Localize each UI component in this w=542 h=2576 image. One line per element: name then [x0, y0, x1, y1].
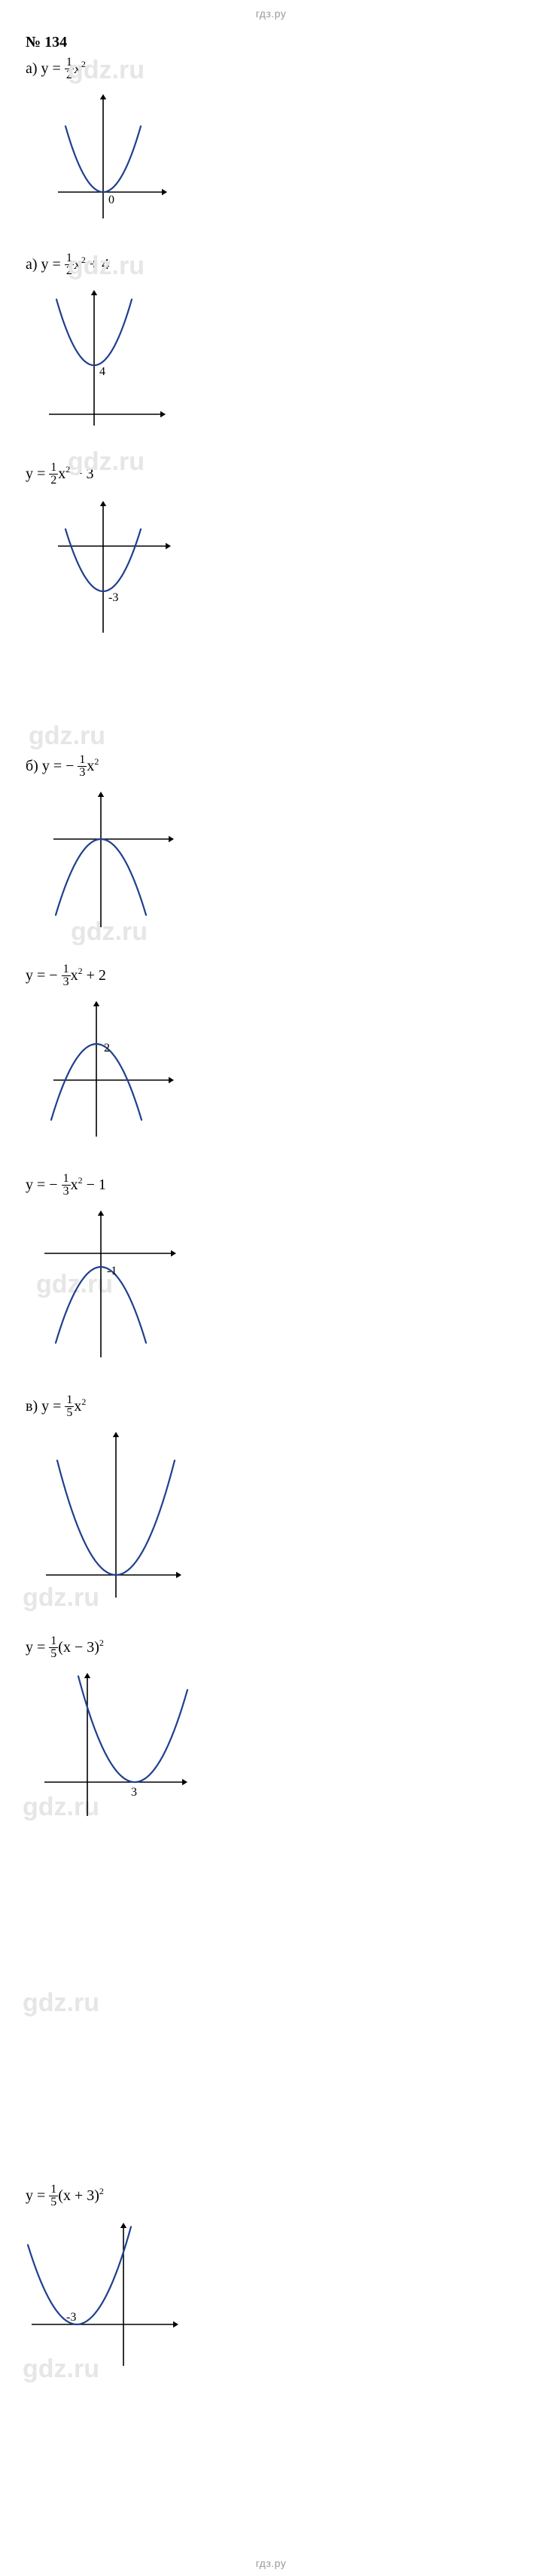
- formula-suffix: + 2: [83, 967, 106, 984]
- page-root: гдз.ру гдз.ру № 134 gdz.ru gdz.ru gdz.ru gd…: [0, 0, 542, 2576]
- x-axis-arrow-icon: [162, 189, 167, 195]
- fraction-denominator: 2: [49, 475, 58, 487]
- fraction: 13: [62, 963, 71, 988]
- formula-variable: x: [74, 1398, 81, 1415]
- graph-v1: [35, 1428, 185, 1601]
- formula-prefix: б) y = −: [26, 758, 78, 774]
- axis-label: 4: [99, 365, 105, 378]
- y-axis-arrow-icon: [120, 2223, 126, 2228]
- fraction: 12: [49, 462, 58, 487]
- watermark: gdz.ru: [68, 56, 145, 85]
- brand-top: гдз.ру: [0, 8, 542, 20]
- graph-a2: 4: [38, 286, 173, 429]
- fraction-denominator: 5: [65, 1407, 74, 1419]
- axis-label: 0: [108, 194, 114, 206]
- fraction-numerator: 1: [78, 754, 87, 767]
- watermark: gdz.ru: [68, 252, 145, 281]
- fraction: 15: [49, 1635, 58, 1660]
- brand-bottom: гдз.ру: [0, 2557, 542, 2569]
- formula-prefix: y = −: [26, 967, 62, 984]
- formula-b1: б) y = − 13x2: [26, 755, 99, 780]
- formula-exponent: 2: [94, 756, 99, 767]
- formula-prefix: y = −: [26, 1177, 62, 1193]
- y-axis-arrow-icon: [113, 1432, 119, 1437]
- y-axis-arrow-icon: [100, 94, 106, 99]
- x-axis-arrow-icon: [169, 1077, 174, 1083]
- x-axis-arrow-icon: [173, 2321, 178, 2327]
- x-axis-arrow-icon: [171, 1250, 176, 1256]
- fraction: 15: [65, 1394, 74, 1419]
- y-axis-arrow-icon: [93, 1001, 99, 1006]
- y-axis-arrow-icon: [84, 1673, 90, 1678]
- formula-exponent: 2: [81, 1396, 86, 1407]
- fraction-numerator: 1: [65, 1394, 74, 1407]
- formula-exponent: 2: [78, 1175, 83, 1186]
- fraction-denominator: 5: [49, 2196, 58, 2208]
- axis-label: 3: [131, 1786, 137, 1799]
- fraction-denominator: 3: [62, 976, 71, 988]
- formula-prefix: y =: [26, 2187, 49, 2204]
- watermark: gdz.ru: [29, 722, 105, 751]
- y-axis-arrow-icon: [100, 501, 106, 506]
- x-axis-arrow-icon: [166, 543, 171, 549]
- fraction-denominator: 3: [78, 767, 87, 779]
- graph-v2: 3: [33, 1669, 191, 1820]
- formula-exponent: 2: [99, 1637, 104, 1648]
- x-axis-arrow-icon: [169, 836, 174, 842]
- graph-a1: 0: [47, 90, 171, 222]
- formula-b3: y = − 13x2 − 1: [26, 1174, 106, 1198]
- formula-prefix: а) y =: [26, 256, 65, 273]
- graph-v3: -3: [24, 2219, 182, 2370]
- watermark: gdz.ru: [68, 447, 145, 477]
- problem-number-title: № 134: [26, 34, 67, 51]
- fraction-numerator: 1: [62, 963, 71, 976]
- axis-label: -3: [108, 591, 118, 604]
- formula-v2: y = 15(x − 3)2: [26, 1636, 104, 1661]
- graph-b2: 2: [42, 997, 178, 1140]
- formula-variable: x: [87, 758, 94, 774]
- fraction-numerator: 1: [49, 2184, 58, 2196]
- graph-b3: -1: [33, 1207, 180, 1361]
- formula-prefix: в) y =: [26, 1398, 65, 1415]
- fraction-numerator: 1: [49, 1635, 58, 1648]
- y-axis-arrow-icon: [98, 792, 104, 797]
- formula-v1: в) y = 15x2: [26, 1395, 86, 1420]
- x-axis-arrow-icon: [176, 1572, 181, 1578]
- formula-prefix: а) y =: [26, 60, 65, 77]
- y-axis-arrow-icon: [91, 290, 97, 295]
- x-axis-arrow-icon: [160, 411, 166, 417]
- formula-v3: y = 15(x + 3)2: [26, 2184, 104, 2209]
- x-axis-arrow-icon: [182, 1779, 187, 1785]
- watermark: gdz.ru: [23, 1988, 99, 2018]
- graph-b1: [42, 788, 178, 931]
- y-axis-arrow-icon: [98, 1210, 104, 1216]
- formula-variable: x: [71, 1177, 78, 1193]
- fraction-denominator: 5: [49, 1648, 58, 1660]
- formula-variable: x: [58, 465, 65, 482]
- fraction: 13: [78, 754, 87, 779]
- axis-label: -1: [107, 1265, 117, 1277]
- fraction-denominator: 3: [62, 1186, 71, 1198]
- fraction-numerator: 1: [49, 462, 58, 475]
- formula-exponent: 2: [78, 966, 83, 976]
- parabola-curve: [78, 1676, 187, 1782]
- fraction-numerator: 1: [62, 1173, 71, 1186]
- formula-variable: (x − 3): [58, 1639, 99, 1656]
- formula-prefix: y =: [26, 465, 49, 482]
- fraction: 13: [62, 1173, 71, 1198]
- formula-b2: y = − 13x2 + 2: [26, 964, 106, 989]
- graph-a3: -3: [47, 497, 175, 636]
- formula-variable: (x + 3): [58, 2187, 99, 2204]
- fraction: 15: [49, 2184, 58, 2208]
- parabola-curve: [28, 2227, 131, 2324]
- formula-suffix: − 1: [83, 1177, 106, 1193]
- axis-label: 2: [104, 1042, 110, 1055]
- formula-exponent: 2: [99, 2186, 104, 2196]
- formula-prefix: y =: [26, 1639, 49, 1656]
- formula-variable: x: [71, 967, 78, 984]
- axis-label: -3: [66, 2311, 76, 2324]
